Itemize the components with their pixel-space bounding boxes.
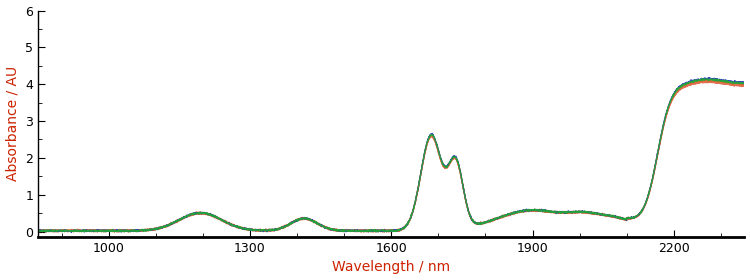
Y-axis label: Absorbance / AU: Absorbance / AU — [5, 66, 20, 181]
X-axis label: Wavelength / nm: Wavelength / nm — [332, 260, 450, 274]
